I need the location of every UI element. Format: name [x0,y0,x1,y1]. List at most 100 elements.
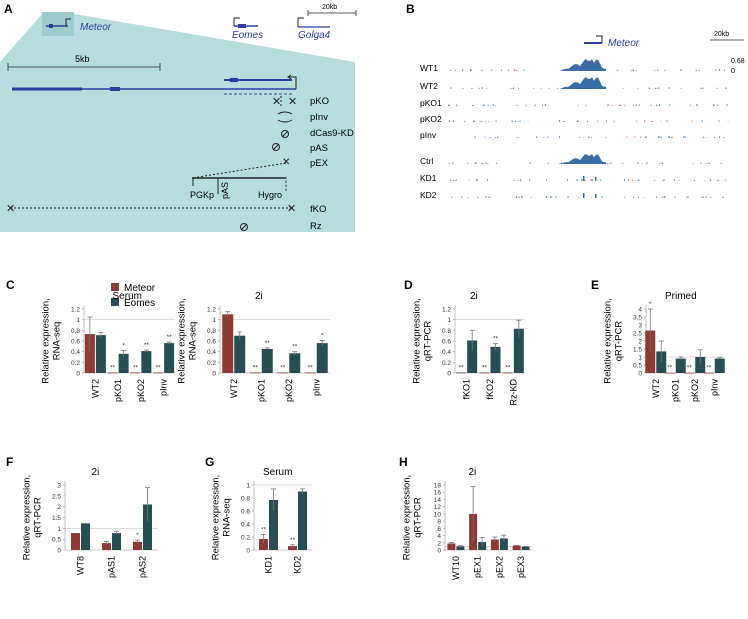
bar-eomes-pinv [714,358,725,373]
track-noise [646,162,648,164]
significance-star: ** [482,364,488,371]
track-4 [474,136,725,138]
y-tick-label: 0 [447,371,451,378]
track-noise [474,136,476,138]
track-noise [471,88,473,89]
track-noise [525,104,527,106]
construct-pinv: pInv [310,112,328,123]
track-noise [495,120,497,122]
bar-eomes-pko2 [289,353,301,373]
y-tick-label: 16 [434,490,442,497]
track-2 [448,104,728,106]
track-noise [671,136,673,138]
track-noise [518,87,520,89]
track-peak [595,177,597,181]
y-tick-label: 0.8 [71,328,80,335]
track-noise [610,162,612,164]
panel-b-ymax: 0.68 [731,58,745,65]
panel-b-gene-label: Meteor [608,38,640,49]
x-tick-label: Rz-KD [508,379,518,406]
track-noise [489,136,491,138]
y-axis-title-line: Relative expression, [40,298,51,384]
track-noise [474,162,476,164]
y-axis-title-line: Relative expression, [411,298,422,384]
y-tick-label: 0.6 [71,339,80,346]
track-noise [449,104,450,106]
track-noise [550,197,551,198]
zoom-source-box [42,12,74,36]
track-noise [471,88,473,89]
significance-star: * [321,332,324,339]
track-noise [517,180,519,181]
track-noise [547,162,549,164]
track-noise [485,162,487,164]
track-noise [489,196,491,198]
track-noise [727,121,729,122]
track-noise [657,69,659,71]
bar-eomes-wt8 [81,523,90,550]
track-peak [583,193,585,198]
track-noise [597,120,599,122]
track-noise [605,137,607,138]
track-noise [710,197,712,198]
track-noise [645,136,646,138]
gene-label-golga4: Golga4 [298,30,331,41]
track-noise [663,179,665,181]
x-tick-label: pKO2 [690,379,700,402]
bar-eomes-wt2 [656,351,667,373]
y-axis-title-line: RNA-seq [222,498,233,537]
track-noise [564,120,565,122]
track-noise [491,69,493,71]
track-noise [470,70,472,71]
panel-b-scale-label: 20kb [714,31,729,38]
x-tick-label: pAS1 [107,556,117,578]
significance-star: * [649,301,652,308]
x-tick-label: pInv [159,379,169,397]
track-noise [510,87,512,89]
track-noise [472,105,474,106]
bar-eomes-pko1 [675,358,686,373]
track-noise [661,196,663,198]
y-tick-label: 4 [437,533,441,540]
track-noise [664,69,666,71]
track-noise [660,137,662,138]
y-tick-label: 12 [434,504,442,511]
significance-star: ** [167,334,173,341]
track-label-kd1: KD1 [420,173,437,183]
track-peak [560,77,606,89]
x-tick-label: pKO2 [136,379,146,402]
track-noise [618,104,620,106]
x-tick-label: pKO1 [113,379,123,402]
track-noise [590,197,592,198]
track-noise [556,88,558,89]
y-axis-title-line: RNA-seq [52,322,63,361]
track-noise [515,137,517,138]
y-tick-label: 0.5 [52,537,61,544]
chart-f: 2i Relative expression,qRT-PCR 0 0.5 1 1.5 2 2.… [21,467,158,578]
significance-star: ** [505,364,511,371]
track-noise [487,163,489,164]
track-noise [700,88,702,89]
bar-eomes-pko2 [695,357,706,373]
track-noise [622,88,624,89]
track-noise [622,163,624,164]
chart-g: Serum Relative expression,RNA-seq 0 0.2 0.4 0… [210,467,312,574]
y-tick-label: 0.5 [633,363,642,370]
track-noise [515,120,517,122]
track-noise [724,179,726,181]
track-noise [449,120,450,122]
track-noise [668,137,669,138]
y-tick-label: 2 [638,339,642,346]
track-noise [482,163,484,164]
y-tick-label: 2 [437,540,441,547]
track-noise [705,196,707,198]
track-noise [559,120,560,122]
track-noise [529,162,531,164]
bar-meteor-rz-kd [502,372,513,374]
track-noise [635,104,637,106]
y-tick-label: 0 [76,371,80,378]
y-tick-label: 18 [434,483,442,490]
track-noise [708,162,710,164]
y-tick-label: 0.2 [241,535,250,542]
track-noise [726,104,728,106]
